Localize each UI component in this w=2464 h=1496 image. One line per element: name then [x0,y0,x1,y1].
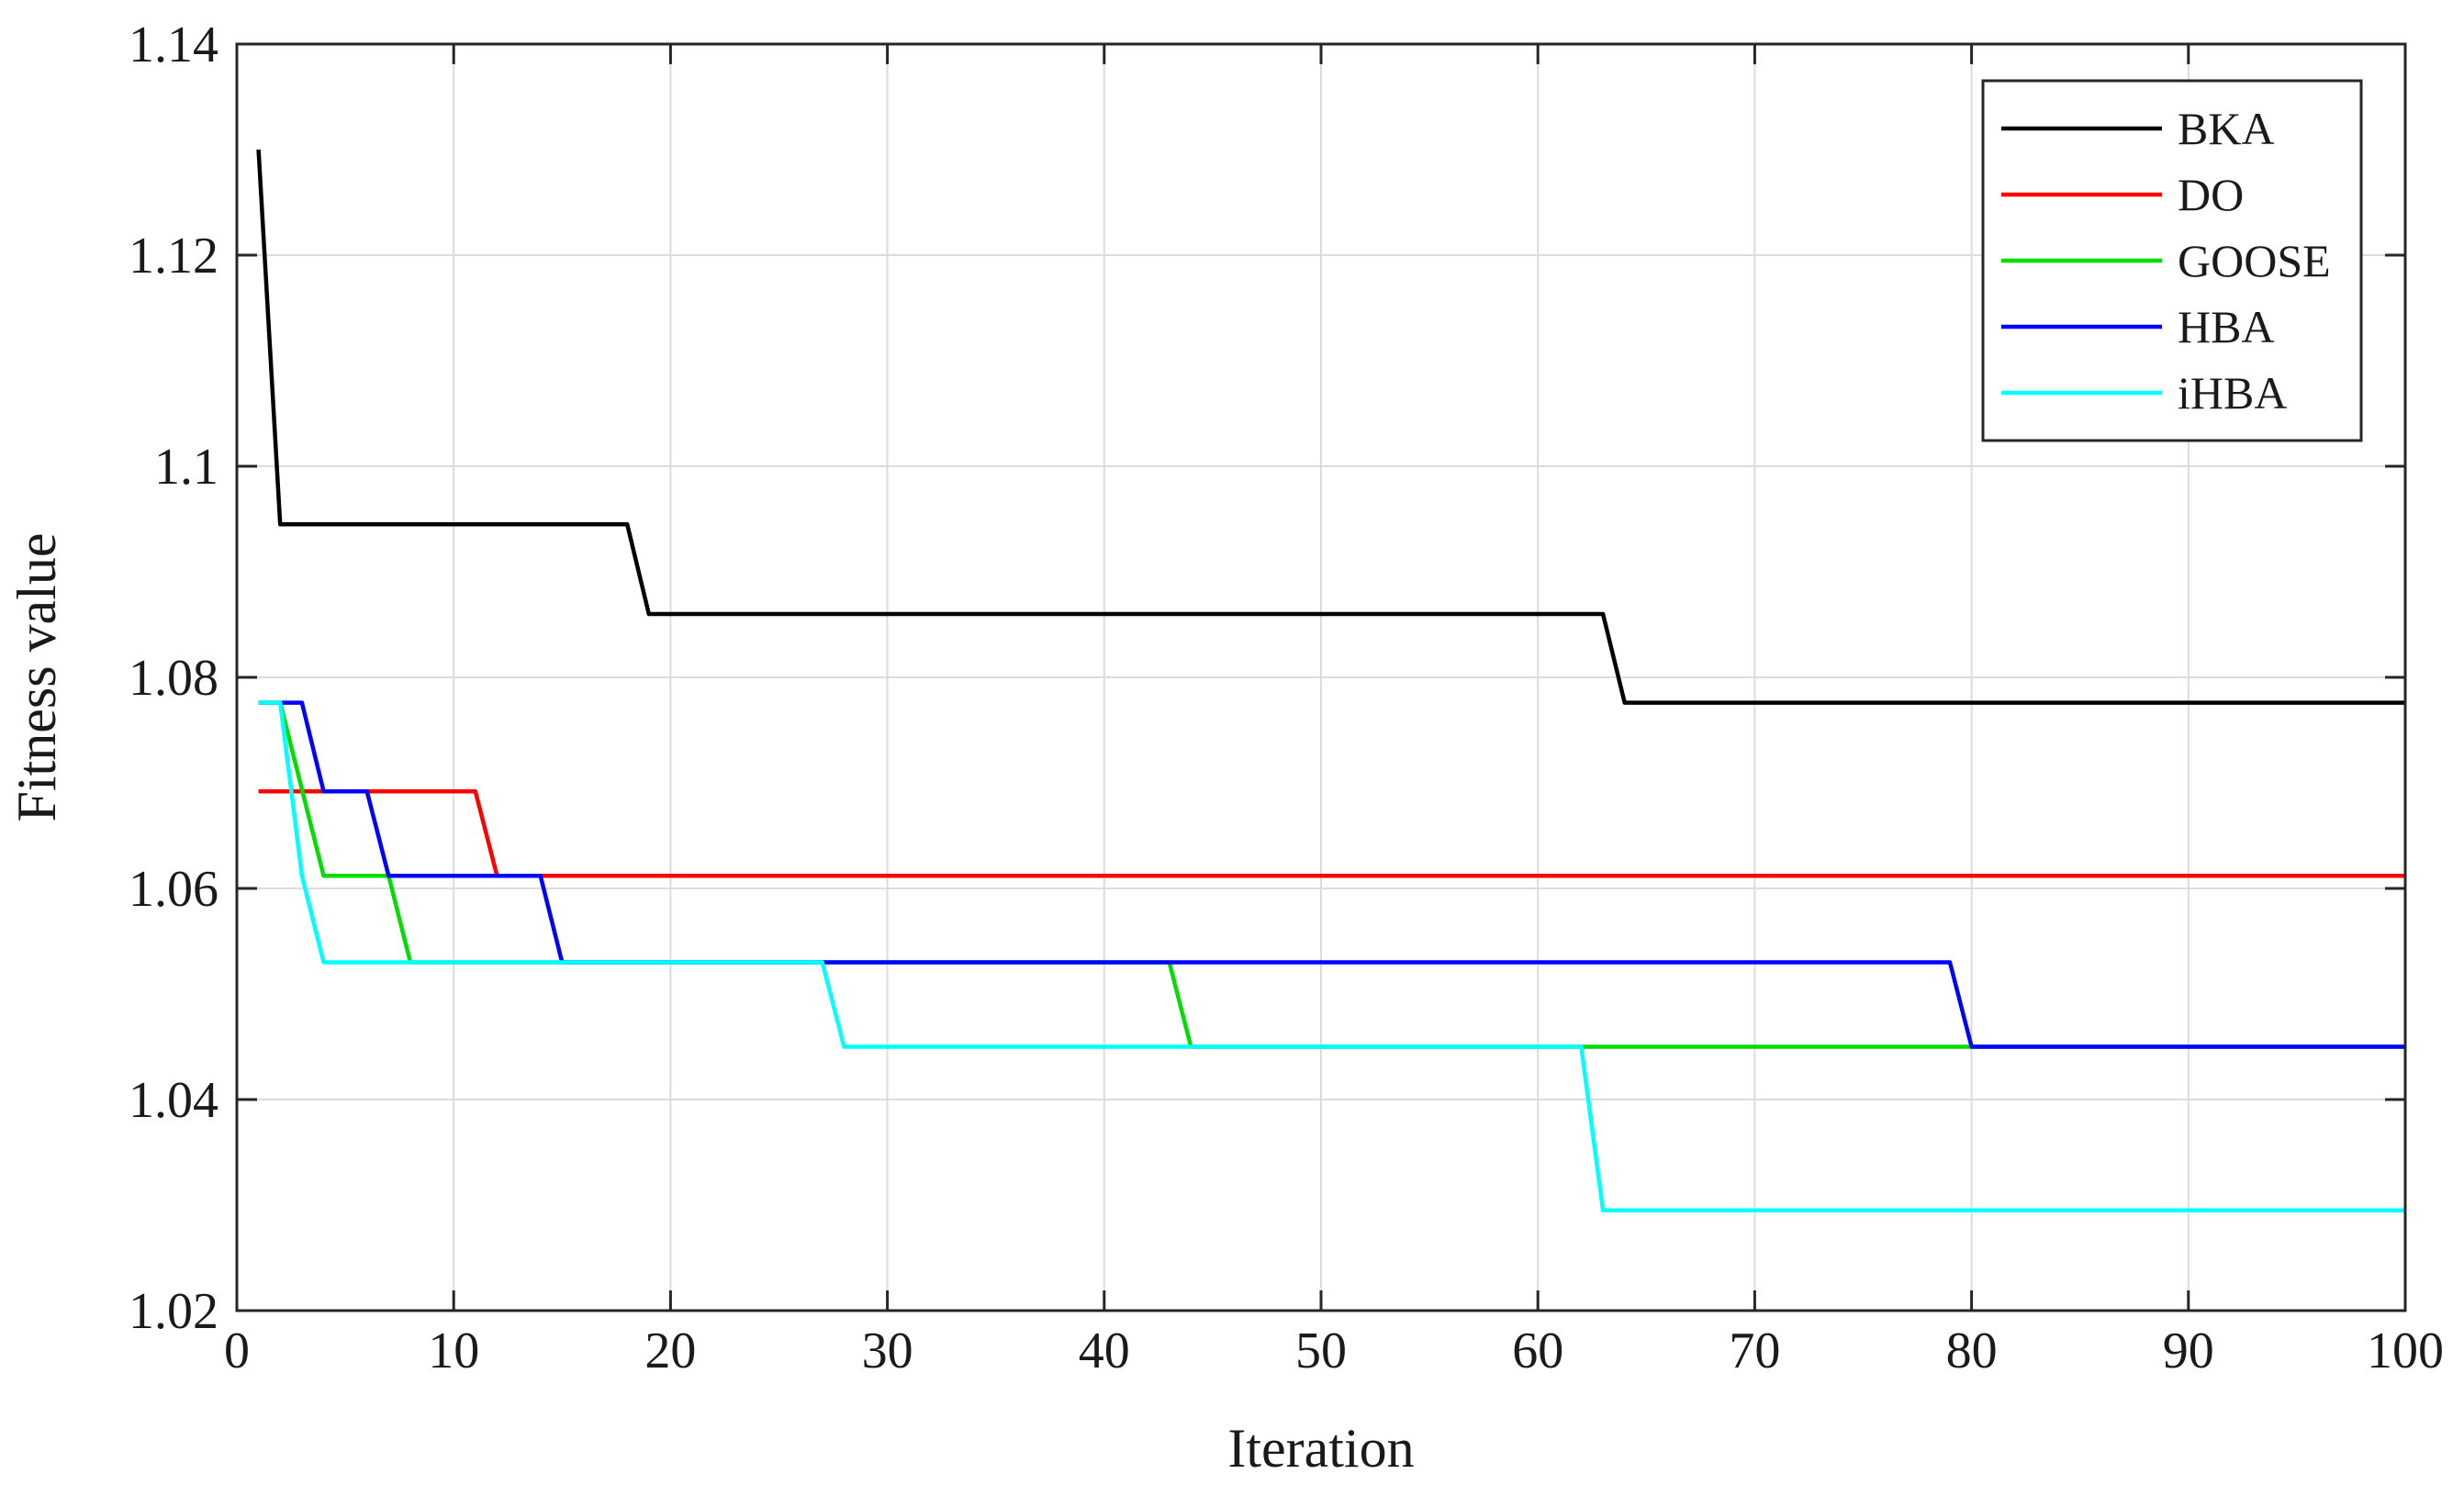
legend-label-bka: BKA [2178,103,2275,154]
x-tick-label: 10 [428,1323,479,1379]
x-tick-label: 20 [644,1323,696,1379]
x-tick-label: 90 [2163,1323,2214,1379]
series-line-bka [256,149,2405,705]
y-tick-label: 1.12 [129,228,218,285]
y-tick-label: 1.14 [129,17,218,73]
series-lines [256,149,2405,1212]
tick-labels: 0 10 20 30 40 50 60 70 80 90 100 1.02 1.04 1.06 1.08 1.… [129,17,2444,1379]
series-line-ihba [258,700,2405,1212]
x-tick-label: 80 [1946,1323,1998,1379]
y-tick-label: 1.06 [129,861,218,918]
y-tick-label: 1.04 [129,1072,218,1129]
legend: BKA DO GOOSE HBA iHBA [1981,79,2363,442]
x-tick-label: 100 [2367,1323,2444,1379]
y-tick-label: 1.1 [154,439,218,496]
x-tick-label: 60 [1512,1323,1563,1379]
legend-label-do: DO [2178,169,2244,220]
series-line-hba [258,700,2405,1049]
axis-ticks [235,42,2407,1312]
x-tick-label: 70 [1729,1323,1780,1379]
legend-label-ihba: iHBA [2178,367,2287,419]
y-tick-label: 1.02 [129,1283,218,1340]
x-tick-label: 30 [862,1323,913,1379]
x-tick-label: 50 [1295,1323,1347,1379]
y-tick-label: 1.08 [129,650,218,707]
legend-label-hba: HBA [2178,301,2275,352]
legend-label-goose: GOOSE [2178,235,2331,286]
x-axis-title: Iteration [1227,1418,1414,1479]
x-tick-label: 40 [1079,1323,1130,1379]
y-axis-title: Fitness value [6,533,67,822]
x-tick-label: 0 [224,1323,250,1379]
